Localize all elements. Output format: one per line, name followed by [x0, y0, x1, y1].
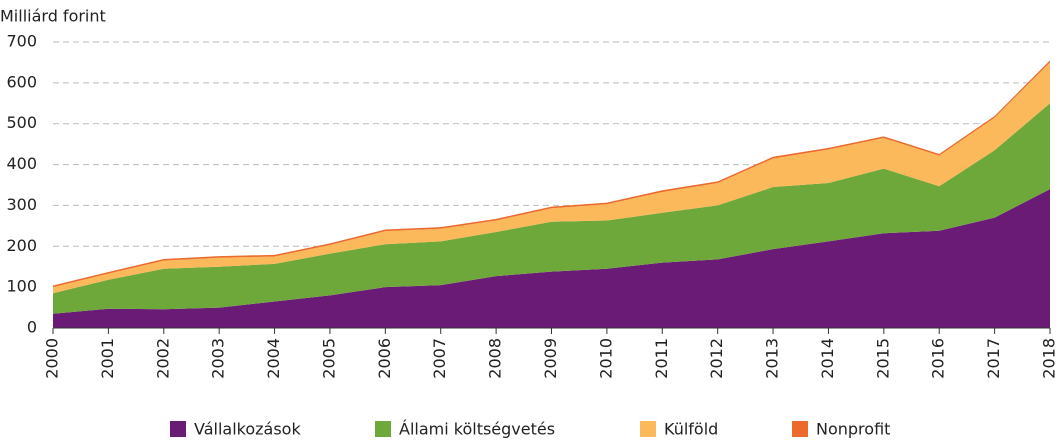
- legend-swatch: [375, 421, 391, 437]
- areas: [53, 60, 1050, 328]
- area: [53, 103, 1050, 314]
- y-axis-label: Milliárd forint: [0, 7, 106, 26]
- y-tick-label: 500: [6, 113, 37, 132]
- x-tick-label: 2005: [319, 338, 338, 379]
- area: [53, 62, 1050, 294]
- y-tick-label: 700: [6, 32, 37, 51]
- legend-label: Nonprofit: [816, 420, 890, 439]
- x-tick-label: 2009: [541, 338, 560, 379]
- y-tick-label: 300: [6, 195, 37, 214]
- x-tick-label: 2012: [707, 338, 726, 379]
- y-tick-label: 0: [27, 318, 37, 337]
- x-tick-label: 2004: [264, 338, 283, 379]
- x-tick-label: 2003: [209, 338, 228, 379]
- area: [53, 189, 1050, 328]
- x-tick-label: 2015: [873, 338, 892, 379]
- y-tick-label: 600: [6, 72, 37, 91]
- x-tick-label: 2008: [486, 338, 505, 379]
- legend-swatch: [792, 421, 808, 437]
- x-tick-label: 2010: [596, 338, 615, 379]
- x-tick-label: 2001: [98, 338, 117, 379]
- x-tick-label: 2014: [818, 338, 837, 379]
- y-tick-label: 200: [6, 236, 37, 255]
- x-tick-label: 2011: [652, 338, 671, 379]
- x-tick-label: 2006: [375, 338, 394, 379]
- x-tick-label: 2000: [43, 338, 62, 379]
- legend-label: Állami költségvetés: [399, 420, 555, 439]
- y-tick-label: 100: [6, 277, 37, 296]
- legend-label: Külföld: [664, 420, 718, 439]
- legend-swatch: [170, 421, 186, 437]
- x-tick-label: 2013: [763, 338, 782, 379]
- legend-swatch: [640, 421, 656, 437]
- x-tick-label: 2002: [153, 338, 172, 379]
- x-tick-label: 2017: [984, 338, 1003, 379]
- x-tick-label: 2018: [1040, 338, 1059, 379]
- y-tick-label: 400: [6, 154, 37, 173]
- x-tick-label: 2016: [929, 338, 948, 379]
- x-tick-label: 2007: [430, 338, 449, 379]
- legend-label: Vállalkozások: [194, 420, 301, 439]
